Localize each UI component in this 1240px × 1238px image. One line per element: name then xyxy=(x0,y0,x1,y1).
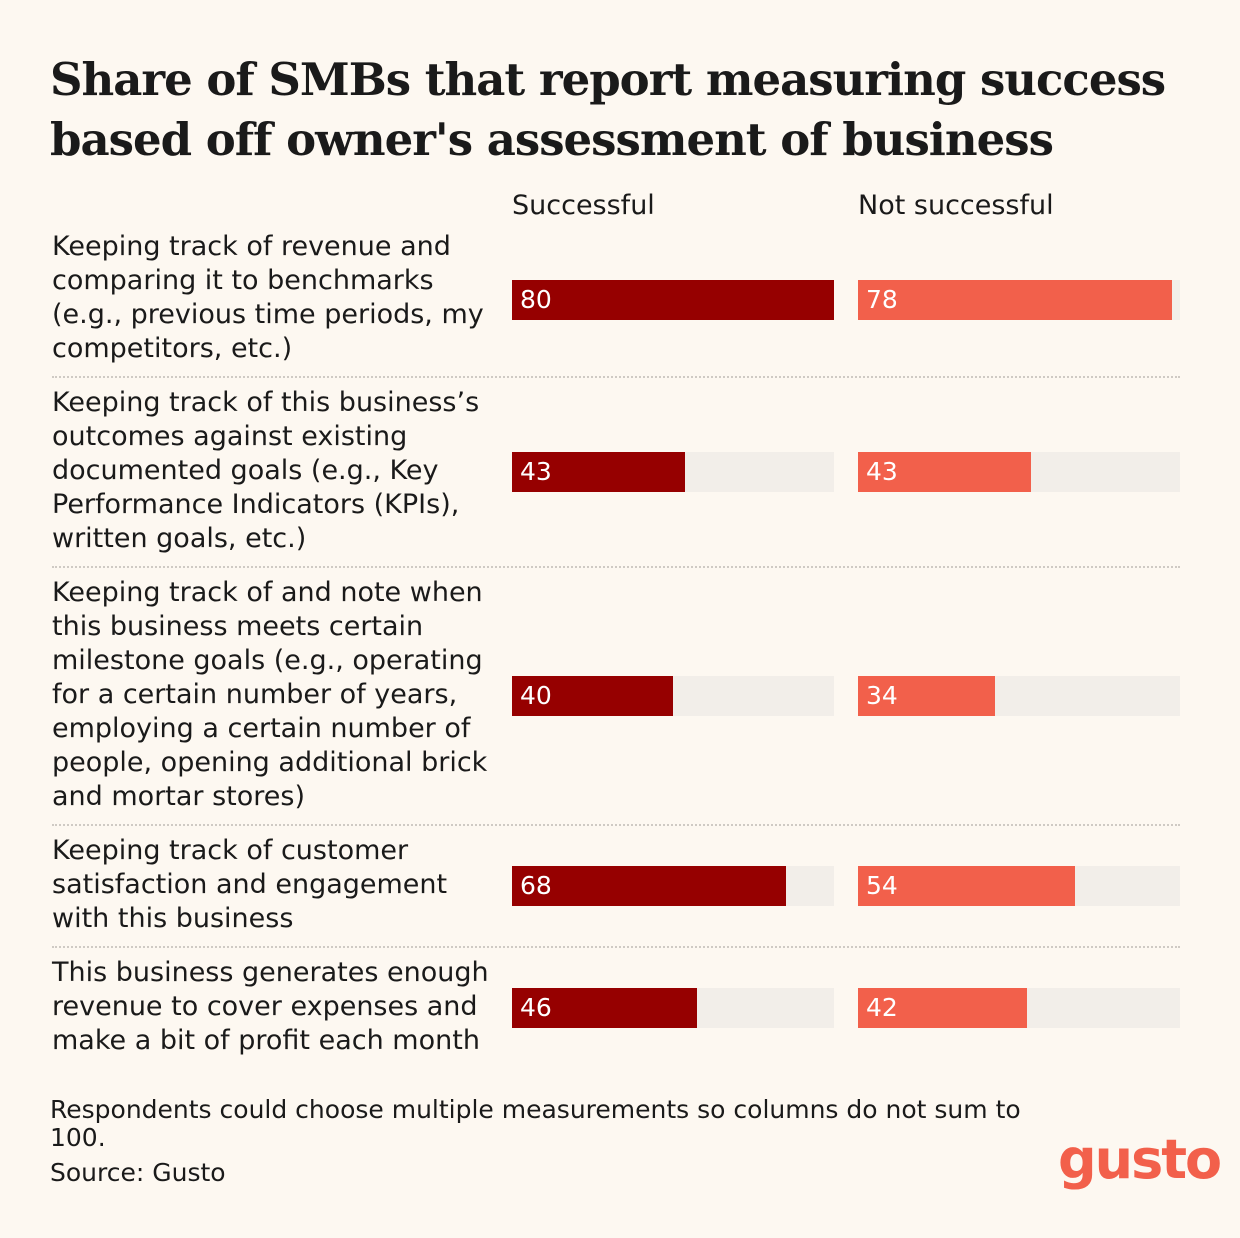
bar-value-label: 54 xyxy=(866,871,898,900)
row-label: Keeping track of and note when this busi… xyxy=(52,577,488,812)
bar-not-successful xyxy=(858,988,1028,1028)
column-header-not-successful: Not successful xyxy=(858,190,1054,221)
row-label: Keeping track of revenue and comparing i… xyxy=(52,231,484,364)
bar-track: 42 xyxy=(858,988,1180,1028)
bar-value-label: 68 xyxy=(520,871,552,900)
bar-successful xyxy=(512,676,673,716)
bar-value-label: 40 xyxy=(520,681,552,710)
chart-title: Share of SMBs that report measuring succ… xyxy=(50,53,1166,166)
bar-track: 43 xyxy=(858,452,1180,492)
bar-successful xyxy=(512,280,834,320)
row-label: Keeping track of this business’s outcome… xyxy=(52,387,480,554)
bar-value-label: 42 xyxy=(866,993,898,1022)
bar-value-label: 34 xyxy=(866,681,898,710)
bar-not-successful xyxy=(858,452,1032,492)
row-divider xyxy=(52,566,1180,568)
bar-successful xyxy=(512,988,698,1028)
bar-not-successful xyxy=(858,280,1172,320)
gusto-logo: gusto xyxy=(1058,1128,1222,1191)
bar-track: 78 xyxy=(858,280,1180,320)
column-header-successful: Successful xyxy=(512,190,655,221)
bar-successful xyxy=(512,452,686,492)
row-divider xyxy=(52,376,1180,378)
bar-track: 68 xyxy=(512,866,834,906)
bar-track: 43 xyxy=(512,452,834,492)
bar-successful xyxy=(512,866,786,906)
row-label: This business generates enough revenue t… xyxy=(52,957,489,1056)
bar-track: 80 xyxy=(512,280,834,320)
row-divider xyxy=(52,946,1180,948)
bar-track: 54 xyxy=(858,866,1180,906)
bar-track: 34 xyxy=(858,676,1180,716)
footnote: Respondents could choose multiple measur… xyxy=(50,1095,1021,1152)
row-divider xyxy=(52,824,1180,826)
bar-track: 40 xyxy=(512,676,834,716)
bar-track: 46 xyxy=(512,988,834,1028)
bar-value-label: 80 xyxy=(520,285,552,314)
bar-not-successful xyxy=(858,866,1076,906)
bar-not-successful xyxy=(858,676,995,716)
bar-value-label: 43 xyxy=(520,457,552,486)
source-note: Source: Gusto xyxy=(50,1158,226,1187)
bar-value-label: 46 xyxy=(520,993,552,1022)
row-label: Keeping track of customer satisfaction a… xyxy=(52,835,448,934)
bar-value-label: 78 xyxy=(866,285,898,314)
bar-value-label: 43 xyxy=(866,457,898,486)
